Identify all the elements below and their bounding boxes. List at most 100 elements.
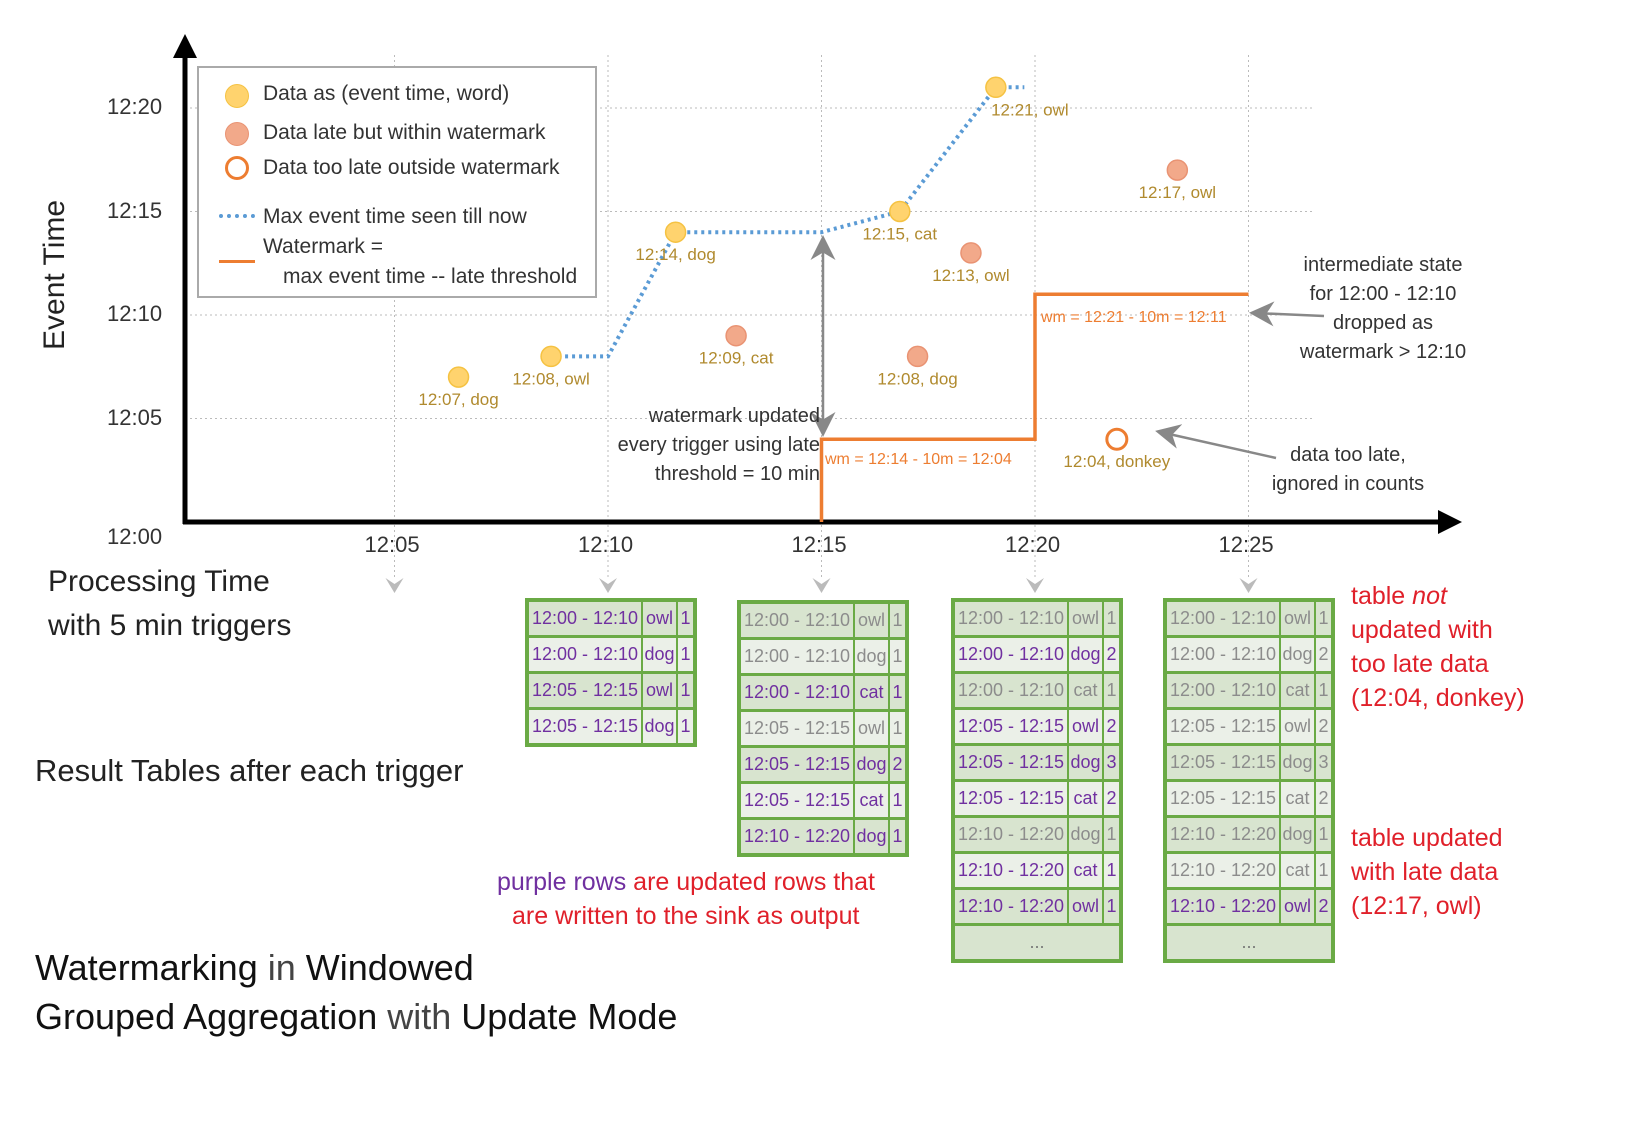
cell-window: 12:10 - 12:20 xyxy=(1167,818,1279,851)
y-tick-label: 12:20 xyxy=(107,94,163,119)
table-row: 12:05 - 12:15 cat 1 xyxy=(741,784,905,817)
cell-window: 12:00 - 12:10 xyxy=(741,640,853,673)
cell-window: 12:00 - 12:10 xyxy=(955,674,1067,707)
data-point-on-time xyxy=(540,345,562,368)
cell-count: 2 xyxy=(1104,710,1119,743)
cell-count: 2 xyxy=(1104,782,1119,815)
table-row: 12:10 - 12:20 dog 1 xyxy=(955,818,1119,851)
cell-word: dog xyxy=(1069,746,1102,779)
trigger-arrow-icon xyxy=(1026,578,1044,593)
too-late-note: data too late, ignored in counts xyxy=(1271,444,1425,495)
table-row: 12:05 - 12:15 owl 1 xyxy=(741,712,905,745)
cell-count: 1 xyxy=(1104,818,1119,851)
cell-window: 12:00 - 12:10 xyxy=(1167,638,1279,671)
too-late-arrow xyxy=(1155,424,1277,460)
more-rows: ... xyxy=(1167,926,1331,959)
x-axis-label: Processing Time xyxy=(48,565,270,598)
title-part: with xyxy=(377,996,462,1037)
cell-word: cat xyxy=(1069,782,1102,815)
cell-count: 1 xyxy=(890,712,905,745)
cell-window: 12:05 - 12:15 xyxy=(955,782,1067,815)
cell-window: 12:05 - 12:15 xyxy=(741,712,853,745)
watermark-line xyxy=(819,292,1249,522)
cell-window: 12:10 - 12:20 xyxy=(741,820,853,853)
table-row: 12:00 - 12:10 dog 2 xyxy=(1167,638,1331,671)
late-marker-icon xyxy=(225,122,249,146)
cell-window: 12:05 - 12:15 xyxy=(1167,746,1279,779)
cell-window: 12:10 - 12:20 xyxy=(1167,854,1279,887)
updated-late-note: table updated with late data (12:17, owl) xyxy=(1351,824,1503,920)
cell-word: cat xyxy=(1069,674,1102,707)
data-point-label: 12:14, dog xyxy=(635,245,715,264)
y-tick-label: 12:10 xyxy=(107,301,163,326)
x-tick-label: 12:20 xyxy=(1005,532,1061,557)
table-row: 12:00 - 12:10 cat 1 xyxy=(741,676,905,709)
cell-count: 1 xyxy=(1104,674,1119,707)
cell-word: dog xyxy=(855,748,888,781)
cell-window: 12:00 - 12:10 xyxy=(955,638,1067,671)
table-row: 12:00 - 12:10 owl 1 xyxy=(1167,602,1331,635)
table-row: 12:05 - 12:15 dog 3 xyxy=(955,746,1119,779)
cell-word: owl xyxy=(643,602,676,635)
table-row: 12:05 - 12:15 dog 1 xyxy=(529,710,693,743)
cell-count: 1 xyxy=(678,602,693,635)
result-table-12:20: 12:00 - 12:10 owl 1 12:00 - 12:10 dog 2 12:00 … xyxy=(951,598,1123,963)
cell-count: 1 xyxy=(890,820,905,853)
not-updated-note: table not updated with too late data (12:0… xyxy=(1351,582,1525,712)
cell-word: cat xyxy=(1069,854,1102,887)
table-row: 12:00 - 12:10 dog 2 xyxy=(955,638,1119,671)
cell-word: owl xyxy=(1281,602,1314,635)
cell-count: 1 xyxy=(678,710,693,743)
legend-watermark-2: max event time -- late threshold xyxy=(283,265,578,288)
title-part: in xyxy=(257,947,306,988)
max-event-time-line xyxy=(551,85,1025,359)
table-row: 12:05 - 12:15 owl 1 xyxy=(529,674,693,707)
cell-word: dog xyxy=(1281,818,1314,851)
cell-window: 12:00 - 12:10 xyxy=(529,602,641,635)
result-table-12:25: 12:00 - 12:10 owl 1 12:00 - 12:10 dog 2 12:00 … xyxy=(1163,598,1335,963)
cell-window: 12:05 - 12:15 xyxy=(529,710,641,743)
cell-window: 12:00 - 12:10 xyxy=(1167,674,1279,707)
cell-count: 1 xyxy=(678,674,693,707)
cell-word: cat xyxy=(1281,674,1314,707)
table-row: 12:05 - 12:15 cat 2 xyxy=(1167,782,1331,815)
x-tick-label: 12:25 xyxy=(1218,532,1274,557)
table-row: 12:05 - 12:15 dog 3 xyxy=(1167,746,1331,779)
watermark-label: wm = 12:21 - 10m = 12:11 xyxy=(1040,309,1227,326)
purple-note-2: are written to the sink as output xyxy=(512,902,860,930)
table-row: 12:00 - 12:10 owl 1 xyxy=(529,602,693,635)
table-row: 12:00 - 12:10 dog 1 xyxy=(529,638,693,671)
intermediate-note: intermediate state for 12:00 - 12:10 dropp… xyxy=(1299,254,1467,363)
cell-word: owl xyxy=(643,674,676,707)
trigger-arrow-icon xyxy=(385,578,404,593)
cell-count: 1 xyxy=(890,640,905,673)
table-row: 12:05 - 12:15 owl 2 xyxy=(1167,710,1331,743)
cell-count: 1 xyxy=(1316,854,1331,887)
x-axis-arrow-icon xyxy=(1438,510,1462,534)
watermark-line-icon xyxy=(219,260,255,263)
max-line-icon xyxy=(219,214,255,218)
cell-count: 2 xyxy=(1316,890,1331,923)
table-row: 12:00 - 12:10 owl 1 xyxy=(741,604,905,637)
data-point-label: 12:21, owl xyxy=(991,100,1069,119)
data-point-label: 12:08, owl xyxy=(512,369,590,388)
data-point-late xyxy=(960,242,982,264)
cell-count: 1 xyxy=(678,638,693,671)
cell-word: dog xyxy=(1069,818,1102,851)
cell-word: owl xyxy=(855,604,888,637)
legend-watermark: Watermark = xyxy=(263,235,383,258)
cell-count: 2 xyxy=(1104,638,1119,671)
table-row: 12:05 - 12:15 cat 2 xyxy=(955,782,1119,815)
cell-word: dog xyxy=(1069,638,1102,671)
legend-late: Data late but within watermark xyxy=(263,121,546,144)
cell-count: 2 xyxy=(1316,638,1331,671)
cell-word: dog xyxy=(855,820,888,853)
y-tick-label: 12:00 xyxy=(107,524,163,549)
legend-too-late: Data too late outside watermark xyxy=(263,156,560,179)
data-point-on-time xyxy=(664,221,687,243)
x-axis-label-2: with 5 min triggers xyxy=(48,609,292,642)
cell-window: 12:00 - 12:10 xyxy=(741,676,853,709)
cell-window: 12:05 - 12:15 xyxy=(1167,782,1279,815)
